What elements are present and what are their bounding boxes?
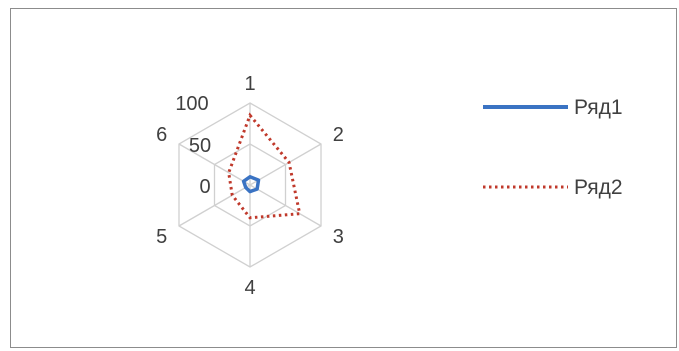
legend-label: Ряд1 (574, 96, 623, 119)
category-label: 6 (156, 124, 167, 146)
grid-spoke (178, 143, 251, 186)
tick-label: 0 (199, 176, 210, 198)
radial-tick-labels: 0 50 100 (175, 93, 211, 198)
grid-spoke (249, 143, 322, 186)
grid-spoke (178, 184, 251, 227)
category-label: 5 (156, 226, 167, 248)
category-labels: 1 2 3 4 5 6 (156, 73, 344, 299)
chart-border (10, 8, 677, 348)
tick-label: 50 (189, 135, 211, 157)
legend-label: Ряд2 (574, 176, 623, 199)
series-line (227, 112, 302, 220)
legend: Ряд1 Ряд2 (483, 96, 623, 199)
grid-spoke (249, 184, 322, 227)
category-label: 2 (333, 124, 344, 146)
radar-grid (178, 102, 322, 268)
series-line (241, 175, 261, 194)
category-label: 1 (244, 73, 255, 95)
category-label: 3 (333, 226, 344, 248)
tick-label: 100 (175, 93, 208, 115)
series-lines (227, 112, 302, 220)
category-label: 4 (244, 277, 255, 299)
